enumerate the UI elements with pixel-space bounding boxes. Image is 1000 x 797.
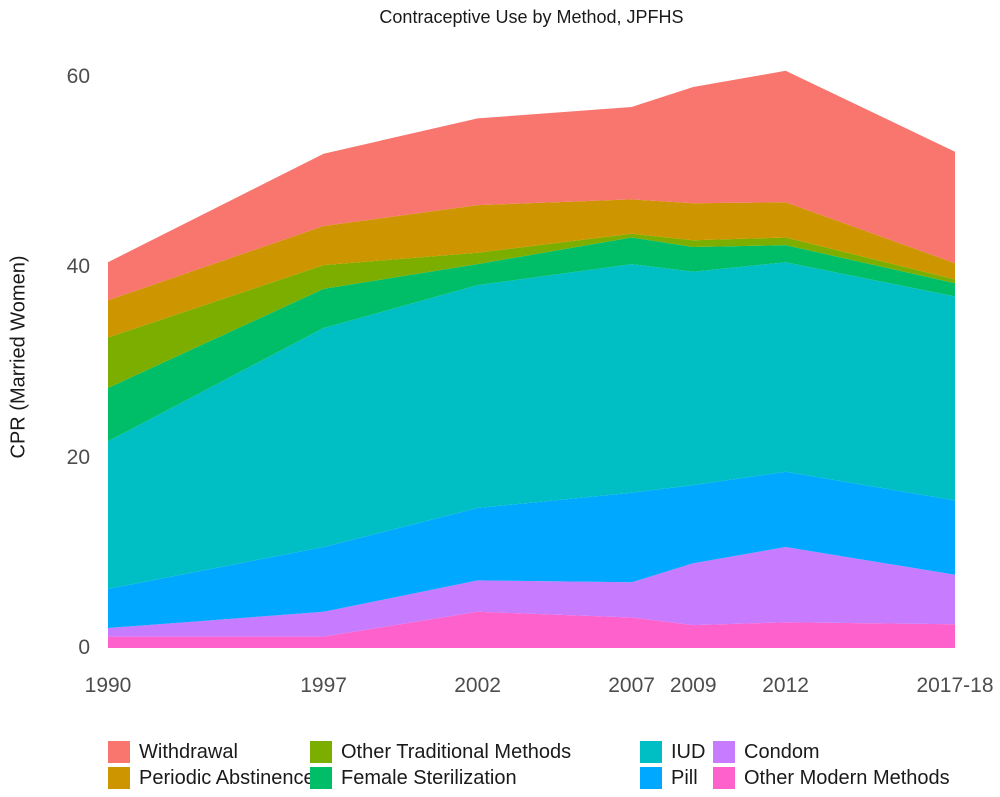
pill-swatch-icon [640, 767, 662, 789]
legend-label: IUD [671, 741, 706, 763]
area-pill [108, 471, 955, 628]
x-tick-label-2009: 2009 [669, 674, 717, 697]
legend-item-withdrawal: Withdrawal [108, 741, 238, 763]
legend-label: Other Traditional Methods [341, 741, 572, 763]
x-tick-label-2002: 2002 [454, 674, 501, 697]
legend-item-pill: Pill [640, 767, 698, 789]
legend-item-condom: Condom [713, 741, 820, 763]
legend-label: Periodic Abstinence [139, 767, 315, 789]
legend-item-other-traditional-methods: Other Traditional Methods [310, 741, 571, 763]
x-tick-label-2007: 2007 [608, 674, 655, 697]
legend-item-iud: IUD [640, 741, 705, 763]
area-condom [108, 547, 955, 637]
legend-item-periodic-abstinence: Periodic Abstinence [108, 767, 315, 789]
area-female-sterilization [108, 237, 955, 442]
periodic-abstinence-swatch-icon [108, 767, 130, 789]
female-sterilization-swatch-icon [310, 767, 332, 789]
y-tick-label-40: 40 [66, 255, 90, 278]
area-other-traditional-methods [108, 233, 955, 388]
y-tick-label-20: 20 [66, 445, 90, 469]
area-withdrawal [108, 70, 955, 301]
area-iud [108, 262, 955, 589]
chart-title: Contraceptive Use by Method, JPFHS [379, 7, 684, 27]
iud-swatch-icon [640, 741, 662, 763]
y-axis-label: CPR (Married Women) [7, 255, 30, 459]
y-tick-label-0: 0 [78, 636, 90, 659]
area-periodic-abstinence [108, 199, 955, 338]
legend-label: Condom [744, 741, 820, 763]
legend-label: Pill [671, 767, 698, 789]
x-tick-label-1997: 1997 [300, 674, 347, 697]
legend-item-female-sterilization: Female Sterilization [310, 767, 517, 789]
legend-label: Withdrawal [139, 741, 238, 763]
y-tick-label-60: 60 [66, 64, 90, 88]
legend-label: Other Modern Methods [744, 767, 950, 789]
x-tick-label-1990: 1990 [84, 674, 132, 697]
other-modern-methods-swatch-icon [713, 767, 735, 789]
area-other-modern-methods [108, 611, 955, 648]
other-traditional-methods-swatch-icon [310, 741, 332, 763]
x-tick-label-2017-18: 2017-18 [916, 674, 994, 697]
x-tick-label-2012: 2012 [762, 674, 809, 697]
withdrawal-swatch-icon [108, 741, 130, 763]
condom-swatch-icon [713, 741, 735, 763]
legend-item-other-modern-methods: Other Modern Methods [713, 767, 950, 789]
legend-label: Female Sterilization [341, 767, 517, 789]
